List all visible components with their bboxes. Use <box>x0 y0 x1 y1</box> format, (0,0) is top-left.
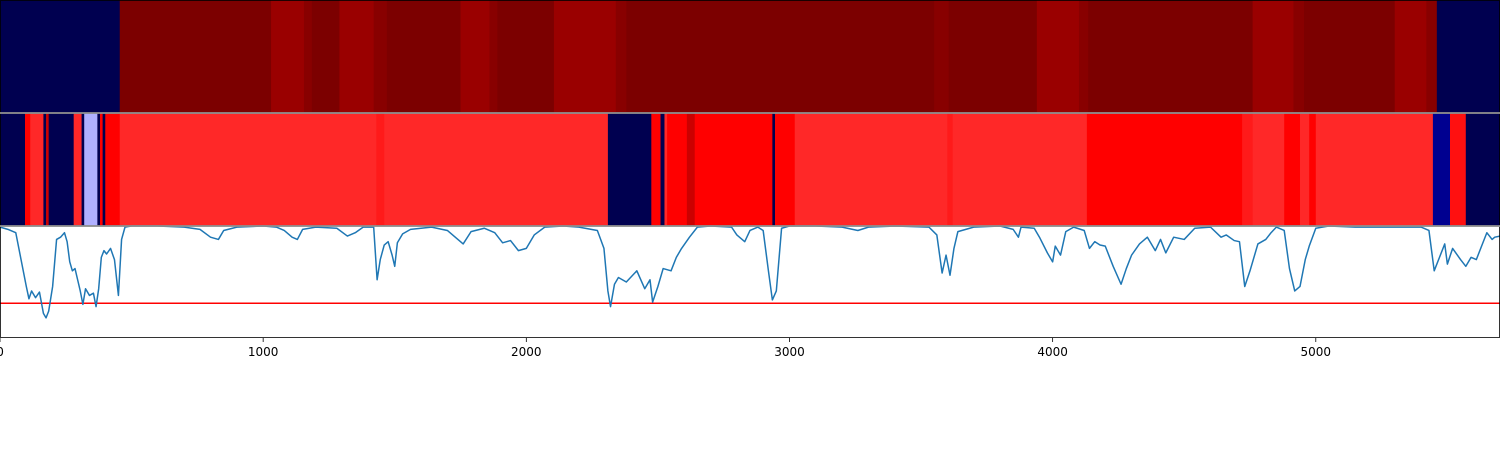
heatmap-cell <box>772 113 776 226</box>
heatmap-cell <box>384 113 609 226</box>
heatmap-cell <box>386 0 461 113</box>
x-tick-label: 5000 <box>1301 345 1332 359</box>
heatmap-cell <box>948 0 1038 113</box>
heatmap-strip-top <box>0 0 1500 113</box>
heatmap-cell <box>97 113 101 226</box>
heatmap-cell <box>489 0 498 113</box>
heatmap-cell <box>934 0 950 113</box>
heatmap-cell <box>48 113 75 226</box>
heatmap-cell <box>376 113 385 226</box>
series-line <box>0 225 1500 319</box>
line-panel <box>0 225 1500 338</box>
heatmap-cell <box>1309 113 1317 226</box>
heatmap-cell <box>660 113 665 226</box>
heatmap-cell <box>460 0 490 113</box>
heatmap-cell <box>686 113 696 226</box>
heatmap-cell <box>615 0 627 113</box>
heatmap-cell <box>1450 113 1467 226</box>
heatmap-cell <box>1315 113 1434 226</box>
heatmap-cell <box>794 113 948 226</box>
heatmap-cell <box>43 113 47 226</box>
heatmap-cell <box>1036 0 1080 113</box>
heatmap-cell <box>952 113 1088 226</box>
heatmap-cell <box>339 0 375 113</box>
heatmap-cell <box>553 0 617 113</box>
heatmap-cell <box>626 0 935 113</box>
heatmap-cell <box>1086 113 1243 226</box>
x-axis: 0 1000 2000 3000 4000 5000 <box>0 338 1331 359</box>
heatmap-cell <box>0 113 26 226</box>
heatmap-cell <box>1436 0 1500 113</box>
heatmap-cell <box>0 0 121 113</box>
heatmap-cell <box>1252 113 1285 226</box>
heatmap-cell <box>1465 113 1500 226</box>
heatmap-cell <box>607 113 652 226</box>
heatmap-cell <box>102 113 106 226</box>
heatmap-cell <box>1394 0 1427 113</box>
heatmap-cell <box>100 113 104 226</box>
heatmap-cell <box>1078 0 1089 113</box>
heatmap-cell <box>694 113 773 226</box>
heatmap-cell <box>373 0 388 113</box>
heatmap-cell <box>105 113 121 226</box>
heatmap-cell <box>667 113 688 226</box>
heatmap-cell <box>775 113 796 226</box>
heatmap-cell <box>25 113 31 226</box>
heatmap-cell <box>497 0 555 113</box>
line-panel-background <box>0 226 1500 338</box>
heatmap-cell <box>947 113 954 226</box>
heatmap-strip-middle <box>0 113 1500 226</box>
x-tick-label: 3000 <box>774 345 805 359</box>
heatmap-cell <box>271 0 305 113</box>
heatmap-cell <box>1300 113 1310 226</box>
x-tick-label: 1000 <box>248 345 279 359</box>
heatmap-cell <box>1284 113 1301 226</box>
heatmap-cell <box>119 113 377 226</box>
heatmap-cell <box>30 113 44 226</box>
x-tick-label: 2000 <box>511 345 542 359</box>
heatmap-cell <box>84 113 98 226</box>
series-layer <box>0 225 1500 319</box>
heatmap-cell <box>1293 0 1305 113</box>
heatmap-cell <box>311 0 340 113</box>
heatmap-cell <box>73 113 82 226</box>
heatmap-cell <box>1426 0 1438 113</box>
x-tick-label: 0 <box>0 345 4 359</box>
heatmap-cell <box>1303 0 1396 113</box>
heatmap-cell <box>651 113 661 226</box>
heatmap-cell <box>1252 0 1294 113</box>
heatmap-cell <box>46 113 50 226</box>
x-tick-label: 4000 <box>1037 345 1068 359</box>
heatmap-cell <box>81 113 85 226</box>
heatmap-cell <box>1432 113 1451 226</box>
heatmap-cell <box>119 0 272 113</box>
heatmap-cell <box>303 0 313 113</box>
heatmap-cell <box>664 113 668 226</box>
heatmap-cell <box>1088 0 1254 113</box>
heatmap-cell <box>1242 113 1254 226</box>
